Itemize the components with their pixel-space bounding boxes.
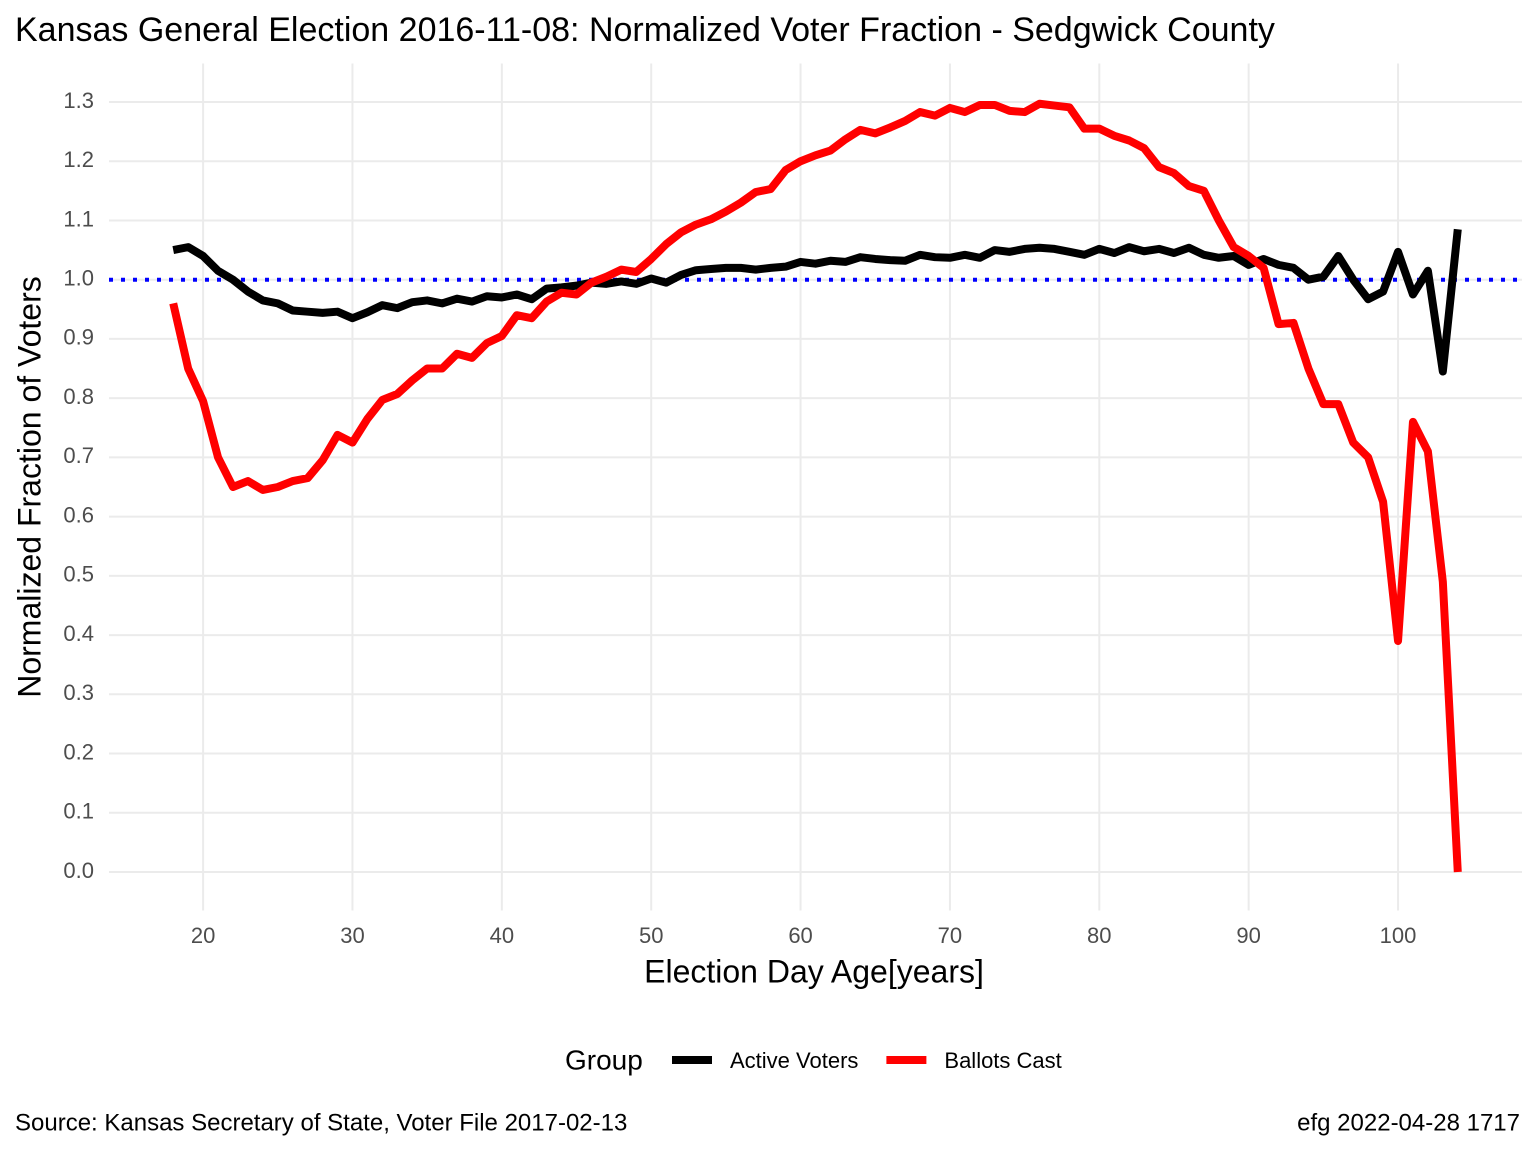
y-tick-label: 0.7 bbox=[63, 443, 94, 468]
caption-left: Source: Kansas Secretary of State, Voter… bbox=[15, 1109, 627, 1136]
x-axis-label: Election Day Age[years] bbox=[644, 953, 984, 989]
x-tick-label: 100 bbox=[1380, 923, 1417, 948]
y-tick-label: 0.8 bbox=[63, 384, 94, 409]
y-axis-label: Normalized Fraction of Voters bbox=[11, 276, 47, 698]
y-tick-label: 0.1 bbox=[63, 799, 94, 824]
x-tick-label: 50 bbox=[639, 923, 663, 948]
y-tick-label: 0.0 bbox=[63, 858, 94, 883]
legend-label: Ballots Cast bbox=[944, 1048, 1061, 1073]
x-tick-label: 60 bbox=[788, 923, 812, 948]
y-tick-label: 1.3 bbox=[63, 88, 94, 113]
y-tick-label: 0.4 bbox=[63, 621, 94, 646]
y-tick-label: 1.1 bbox=[63, 206, 94, 231]
data-line bbox=[169, 99, 1462, 873]
y-tick-label: 1.0 bbox=[63, 266, 94, 291]
x-tick-label: 40 bbox=[490, 923, 514, 948]
legend-title: Group bbox=[565, 1044, 643, 1075]
y-tick-label: 0.9 bbox=[63, 325, 94, 350]
x-tick-label: 30 bbox=[340, 923, 364, 948]
caption-right: efg 2022-04-28 1717 bbox=[1297, 1109, 1520, 1136]
x-tick-label: 70 bbox=[938, 923, 962, 948]
y-tick-label: 0.2 bbox=[63, 739, 94, 764]
data-line bbox=[172, 228, 1462, 376]
y-tick-label: 1.2 bbox=[63, 147, 94, 172]
x-tick-label: 20 bbox=[191, 923, 215, 948]
x-tick-label: 80 bbox=[1087, 923, 1111, 948]
chart-title: Kansas General Election 2016-11-08: Norm… bbox=[15, 11, 1275, 49]
y-tick-label: 0.3 bbox=[63, 680, 94, 705]
y-tick-label: 0.6 bbox=[63, 502, 94, 527]
y-tick-label: 0.5 bbox=[63, 562, 94, 587]
legend-label: Active Voters bbox=[730, 1048, 858, 1073]
x-tick-label: 90 bbox=[1236, 923, 1260, 948]
